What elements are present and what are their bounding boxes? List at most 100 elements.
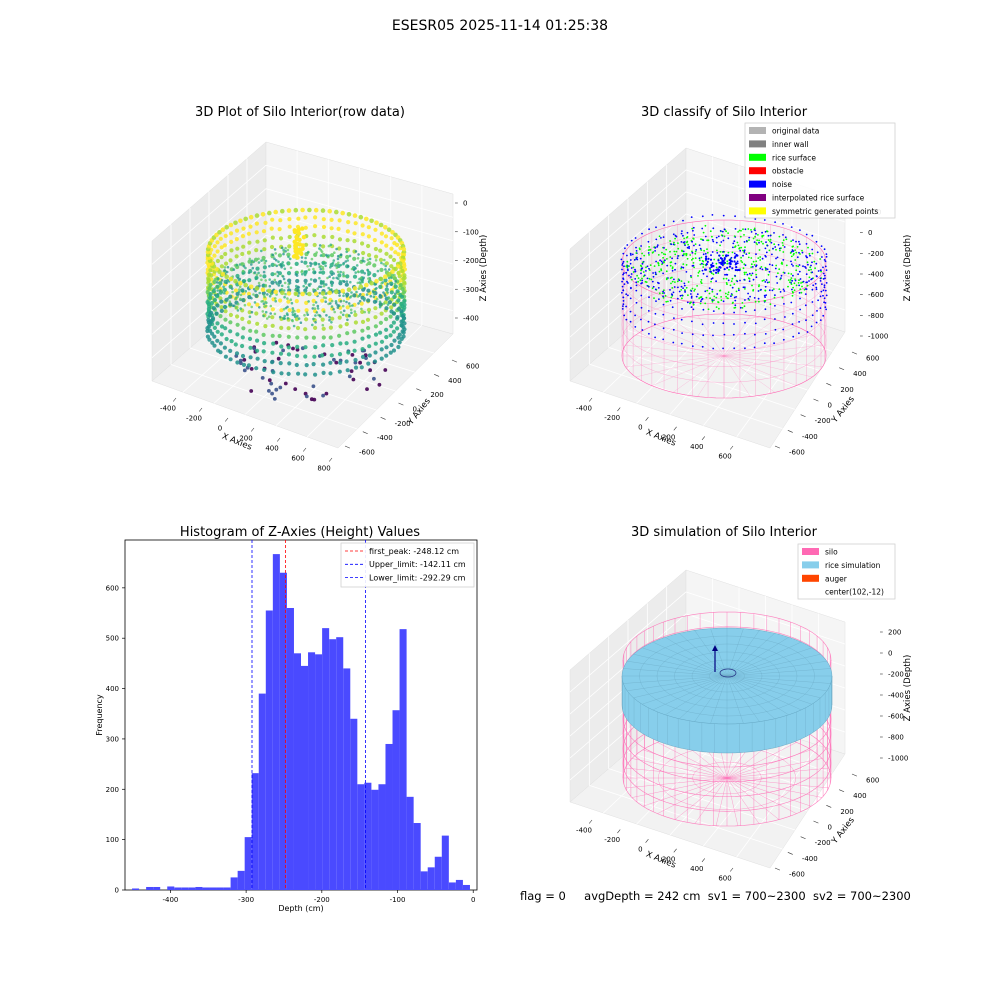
chart2-z-tick-label: -1000 [868, 333, 888, 341]
point [262, 274, 267, 279]
point [768, 270, 771, 273]
point [388, 314, 393, 319]
point [652, 272, 654, 274]
point [262, 265, 267, 270]
point [393, 273, 396, 277]
histogram-bar [301, 665, 309, 890]
point [733, 296, 736, 299]
point [722, 254, 724, 257]
point [727, 291, 730, 294]
point [702, 253, 705, 256]
point [694, 252, 697, 255]
point [219, 255, 224, 260]
point [683, 282, 686, 285]
chart1-x-tick-mark [276, 437, 281, 442]
point [750, 257, 753, 259]
point [261, 291, 266, 296]
point [314, 262, 318, 265]
point [709, 267, 711, 270]
point [782, 239, 785, 242]
point [674, 253, 677, 256]
point [278, 218, 283, 223]
chart2-x-tick-mark [701, 436, 706, 441]
point [262, 294, 266, 297]
point [278, 361, 283, 366]
chart4-xlabel: X Axies [644, 850, 677, 871]
point [823, 259, 826, 261]
point [654, 312, 657, 315]
point [778, 235, 781, 238]
point [725, 282, 728, 284]
point [798, 270, 801, 273]
chart4-x-tick-label: 200 [662, 855, 675, 863]
point [258, 291, 262, 295]
surface-mesh [726, 675, 744, 724]
point [369, 294, 373, 298]
point [342, 271, 345, 274]
point [763, 294, 766, 297]
point [337, 352, 343, 357]
point [765, 267, 767, 270]
point [691, 227, 694, 230]
point [269, 244, 275, 250]
point [736, 241, 739, 244]
point [397, 274, 402, 279]
point [728, 268, 730, 271]
point [722, 347, 724, 350]
chart4-x-tick-mark [673, 848, 677, 853]
point [348, 254, 352, 258]
point [726, 266, 729, 269]
point [785, 264, 788, 267]
surface-mesh [623, 668, 728, 677]
silo-line [726, 767, 829, 779]
point [350, 291, 353, 294]
silo-line [697, 355, 725, 397]
point [729, 284, 732, 287]
point [682, 266, 685, 269]
point [273, 209, 279, 215]
point [268, 284, 272, 288]
point [249, 389, 254, 393]
point [393, 284, 398, 289]
point [378, 276, 384, 282]
point [338, 360, 343, 365]
chart4-x-tick-mark [701, 858, 706, 863]
point [212, 334, 217, 339]
point [731, 267, 734, 270]
point [346, 212, 352, 217]
point [712, 347, 715, 350]
point [748, 272, 751, 275]
point [700, 238, 702, 241]
point [629, 262, 632, 265]
point [715, 262, 718, 265]
point [656, 244, 659, 247]
surface-mesh [710, 628, 728, 677]
chart1-y-tick-mark [416, 388, 422, 392]
point [722, 214, 725, 217]
point [669, 261, 672, 264]
point [676, 257, 679, 260]
point [682, 219, 684, 222]
point [662, 338, 665, 341]
point [235, 314, 240, 319]
chart2-ylabel: Y Axies [829, 394, 857, 426]
point [224, 274, 229, 280]
point [279, 371, 284, 376]
point [293, 291, 299, 297]
point [350, 311, 353, 315]
point [808, 280, 810, 282]
point [234, 237, 239, 242]
silo-line [723, 344, 823, 357]
point [327, 254, 331, 257]
point [287, 361, 292, 366]
point [304, 317, 309, 322]
chart4-z-tick-label: -200 [888, 671, 904, 679]
point [724, 292, 727, 295]
point [711, 299, 714, 301]
point [709, 230, 712, 233]
point [620, 258, 623, 261]
point [648, 267, 650, 270]
point [248, 345, 253, 350]
point [815, 240, 818, 243]
